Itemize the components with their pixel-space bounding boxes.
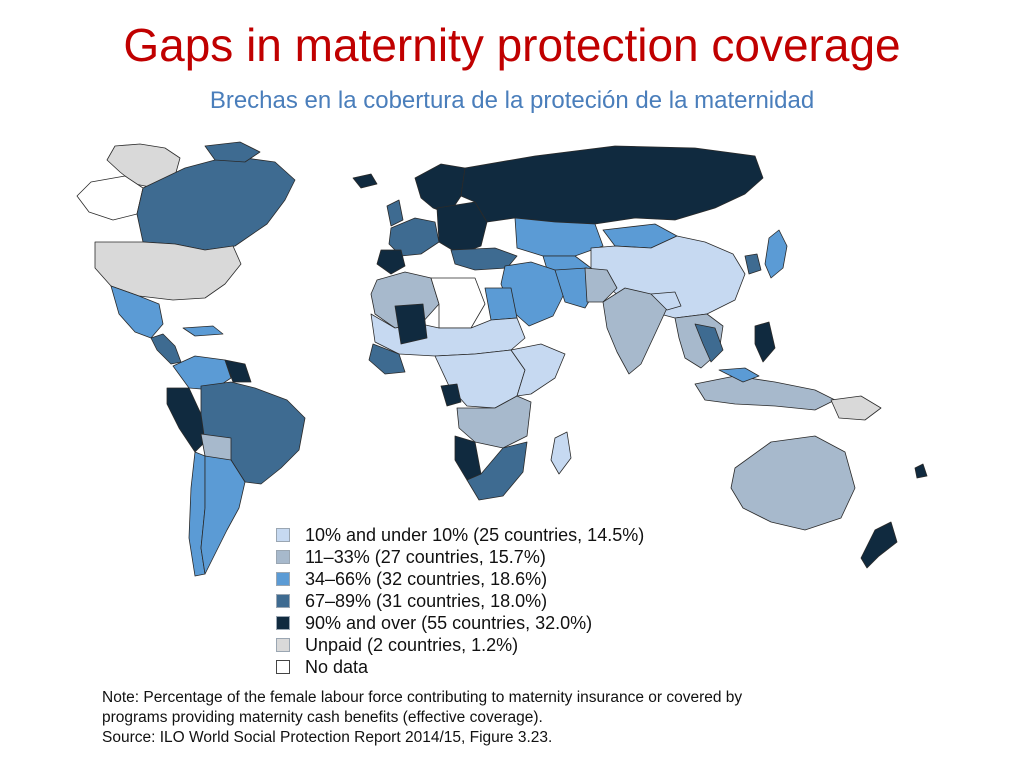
region-central-america	[150, 333, 182, 365]
region-papua	[830, 395, 882, 421]
source-note: Note: Percentage of the female labour fo…	[102, 688, 922, 748]
region-canada-islands	[204, 141, 261, 163]
region-korea	[744, 253, 762, 275]
region-india	[602, 287, 668, 375]
region-iceland	[352, 173, 378, 189]
region-russia	[460, 145, 764, 225]
slide-subtitle: Brechas en la cobertura de la proteción …	[209, 87, 815, 114]
region-vietnam-thailand	[694, 323, 724, 363]
region-guianas	[224, 359, 252, 383]
legend-label: 11–33% (27 countries, 15.7%)	[305, 546, 546, 567]
region-uk	[386, 199, 404, 227]
legend-item: 10% and under 10% (25 countries, 14.5%)	[276, 524, 696, 546]
legend-swatch	[276, 594, 290, 608]
legend-item: No data	[276, 656, 696, 678]
region-north-africa-nodata	[430, 277, 486, 329]
slide-title: Gaps in maternity protection coverage	[123, 19, 901, 71]
region-mali	[394, 303, 428, 345]
region-argentina	[200, 455, 246, 575]
legend-swatch	[276, 660, 290, 674]
region-indonesia	[694, 375, 836, 411]
legend-item: Unpaid (2 countries, 1.2%)	[276, 634, 696, 656]
region-peru-ecuador	[166, 387, 206, 453]
region-iberia	[376, 249, 406, 275]
legend-swatch	[276, 550, 290, 564]
legend-item: 90% and over (55 countries, 32.0%)	[276, 612, 696, 634]
legend-label: No data	[305, 656, 369, 677]
region-south-central-africa	[456, 395, 532, 449]
note-line: Note: Percentage of the female labour fo…	[102, 689, 743, 706]
region-philippines	[754, 321, 776, 363]
region-madagascar	[550, 431, 572, 475]
region-japan	[764, 229, 788, 279]
legend-label: 67–89% (31 countries, 18.0%)	[305, 590, 548, 611]
region-kazakhstan	[514, 217, 604, 257]
source-line: Source: ILO World Social Protection Repo…	[102, 729, 553, 746]
legend-label: 34–66% (32 countries, 18.6%)	[305, 568, 548, 589]
region-pacific-islands	[914, 463, 928, 479]
region-east-africa	[510, 343, 566, 397]
region-new-zealand	[860, 521, 898, 569]
region-west-europe	[388, 217, 440, 257]
world-map	[76, 141, 928, 577]
region-malaysia	[718, 367, 760, 383]
note-line: programs providing maternity cash benefi…	[102, 709, 543, 726]
region-afghan-pak	[584, 267, 618, 303]
region-west-africa-coast	[368, 343, 406, 375]
region-alaska	[76, 175, 144, 221]
region-south-asia-east	[650, 291, 682, 311]
legend-label: Unpaid (2 countries, 1.2%)	[305, 634, 519, 655]
legend-swatch	[276, 616, 290, 630]
legend-item: 67–89% (31 countries, 18.0%)	[276, 590, 696, 612]
region-gabon	[440, 383, 462, 407]
region-egypt	[484, 287, 518, 321]
region-south-africa	[466, 441, 528, 501]
region-mexico	[110, 285, 164, 339]
legend-item: 34–66% (32 countries, 18.6%)	[276, 568, 696, 590]
legend-swatch	[276, 638, 290, 652]
region-australia	[730, 435, 856, 531]
legend-item: 11–33% (27 countries, 15.7%)	[276, 546, 696, 568]
legend-label: 90% and over (55 countries, 32.0%)	[305, 612, 593, 633]
legend-label: 10% and under 10% (25 countries, 14.5%)	[305, 524, 645, 545]
legend-swatch	[276, 572, 290, 586]
legend-swatch	[276, 528, 290, 542]
map-legend: 10% and under 10% (25 countries, 14.5%) …	[276, 524, 696, 678]
region-caribbean	[182, 325, 224, 337]
